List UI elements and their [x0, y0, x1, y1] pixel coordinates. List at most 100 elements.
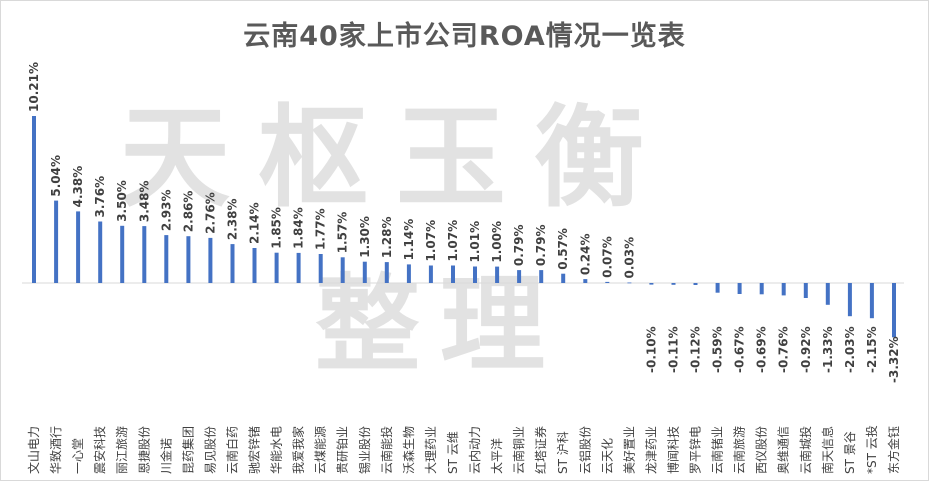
bar	[164, 235, 169, 283]
bar	[362, 261, 367, 283]
category-label: 云南城投	[798, 426, 813, 474]
bar	[671, 283, 676, 285]
category-label: 云南铜业	[511, 426, 526, 474]
category-label: 奥维通信	[777, 426, 791, 474]
bar	[340, 257, 345, 283]
category-label: 云南白药	[225, 426, 240, 474]
category-label: 博闻科技	[666, 426, 681, 474]
bar	[76, 211, 81, 283]
data-label: -0.76%	[777, 326, 791, 373]
data-label: 3.50%	[115, 180, 129, 222]
data-label: -2.15%	[865, 326, 879, 373]
data-label: 1.30%	[358, 216, 372, 258]
bar	[847, 283, 852, 317]
bar	[737, 283, 742, 294]
category-label: 沃森生物	[401, 426, 416, 474]
bar	[120, 225, 125, 283]
data-label: 2.38%	[226, 198, 240, 240]
data-label: -0.92%	[799, 326, 813, 373]
bar	[605, 281, 610, 283]
category-label: 云铝股份	[577, 426, 592, 474]
data-label: -2.03%	[843, 326, 857, 373]
bar	[142, 226, 147, 283]
category-label: 恩捷股份	[137, 426, 151, 474]
bar	[627, 282, 632, 284]
data-label: 1.14%	[402, 219, 416, 261]
data-label: 1.07%	[424, 220, 438, 262]
bar	[54, 200, 59, 283]
data-label: 5.04%	[49, 155, 63, 197]
category-label: 龙津药业	[644, 426, 658, 474]
bar	[473, 266, 477, 283]
data-label: 0.24%	[578, 233, 592, 275]
data-label: -1.33%	[821, 326, 835, 373]
data-label: 1.84%	[292, 207, 306, 249]
data-label: 2.76%	[203, 192, 217, 234]
data-label: 0.79%	[534, 224, 548, 266]
data-label: 0.79%	[512, 224, 526, 266]
category-label: *ST 云投	[864, 425, 879, 474]
data-label: 2.14%	[248, 202, 262, 244]
bar	[825, 283, 830, 305]
data-label: 1.00%	[490, 221, 504, 263]
category-label: 南天信息	[820, 426, 835, 474]
bar	[32, 116, 36, 283]
data-label: 0.07%	[600, 236, 614, 278]
data-label: -0.12%	[689, 326, 703, 373]
category-label: 文山电力	[26, 426, 41, 474]
data-label: -0.59%	[711, 326, 725, 373]
bar	[252, 248, 257, 283]
bar	[759, 283, 764, 295]
category-label: 云煤能源	[314, 426, 328, 474]
bar	[296, 252, 301, 283]
category-label: 云南能投	[379, 426, 394, 474]
category-label: 我爱我家	[291, 426, 306, 474]
category-label: 太平洋	[489, 438, 504, 474]
category-label: 贵研铂业	[335, 426, 350, 474]
bar	[649, 283, 654, 285]
category-label: 昆药集团	[180, 426, 195, 474]
bar	[869, 283, 874, 319]
data-label: 1.07%	[446, 220, 460, 262]
category-label: 川金诺	[158, 438, 173, 474]
bar	[715, 283, 720, 293]
category-label: ST 云维	[446, 431, 460, 474]
category-label: 东方金钰	[886, 426, 901, 474]
category-label: 一心堂	[71, 438, 85, 474]
data-label: 1.57%	[336, 212, 350, 254]
bar	[451, 265, 455, 283]
data-label: 0.57%	[556, 228, 570, 270]
bar	[230, 244, 235, 283]
category-label: 云内动力	[468, 426, 482, 474]
data-label: 3.76%	[93, 176, 107, 218]
data-label: 2.86%	[181, 191, 195, 233]
bar	[406, 264, 411, 283]
bar	[208, 237, 213, 283]
category-label: 驰宏锌锗	[247, 426, 262, 474]
data-label: -3.32%	[887, 336, 901, 383]
data-label: 3.48%	[137, 180, 151, 222]
data-label: 0.03%	[622, 237, 636, 279]
data-label: 1.28%	[380, 216, 394, 258]
bar	[583, 279, 588, 283]
category-label: 丽江旅游	[115, 426, 129, 474]
bar	[539, 270, 544, 283]
watermark-top: 天枢玉衡	[120, 94, 672, 222]
bar	[384, 262, 389, 283]
data-label: 10.21%	[27, 62, 41, 112]
category-label: ST 景谷	[843, 431, 857, 474]
category-label: 云南锗业	[710, 426, 725, 474]
bar	[781, 283, 786, 296]
data-label: -0.69%	[755, 326, 769, 373]
watermark-bottom: 整理	[315, 264, 566, 386]
category-label: 云南旅游	[732, 426, 747, 474]
category-label: 美好置业	[622, 426, 636, 474]
category-label: 震安科技	[92, 426, 107, 474]
category-label: 华致酒行	[49, 426, 63, 474]
bar	[274, 252, 279, 283]
data-label: 2.93%	[159, 189, 173, 231]
bar	[892, 283, 896, 338]
data-label: -0.67%	[733, 326, 747, 373]
data-label: -0.11%	[667, 326, 681, 373]
